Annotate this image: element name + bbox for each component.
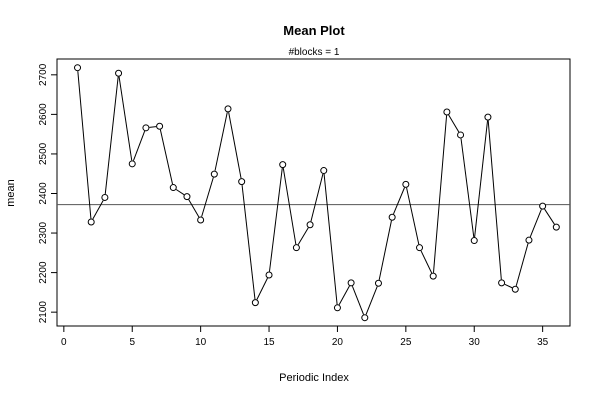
series-segment: [515, 243, 529, 286]
data-point: [142, 124, 150, 132]
series-segment: [175, 189, 185, 196]
x-tick-label: 15: [263, 337, 275, 348]
series-segment: [133, 130, 146, 161]
y-tick-label: 2300: [38, 221, 49, 244]
y-axis-label: mean: [5, 179, 17, 207]
data-point: [265, 271, 273, 279]
chart-subtitle: #blocks = 1: [289, 47, 340, 58]
series-segment: [323, 173, 338, 305]
data-point: [374, 279, 382, 287]
data-point: [183, 193, 191, 201]
series-segment: [487, 120, 502, 280]
series-segment: [474, 120, 489, 238]
x-tick-label: 10: [195, 337, 207, 348]
y-tick-label: 2400: [38, 182, 49, 205]
series-segment: [282, 167, 297, 245]
data-point: [429, 272, 437, 280]
series-segment: [504, 283, 513, 289]
series-segment: [297, 227, 309, 245]
data-point: [238, 178, 246, 186]
x-tick-label: 35: [537, 337, 549, 348]
series-segment: [256, 277, 268, 300]
series-segment: [201, 177, 214, 217]
series-segment: [77, 71, 92, 219]
series-segment: [92, 200, 104, 220]
x-axis: 0 5 10 15 20 25 30 35: [61, 325, 549, 348]
series-segment: [188, 199, 200, 218]
series-segment: [406, 187, 420, 245]
series-segment: [214, 112, 228, 171]
series-segment: [460, 138, 475, 238]
series-segment: [241, 185, 256, 300]
data-point: [539, 202, 547, 210]
data-point: [402, 180, 410, 188]
x-tick-label: 0: [61, 337, 67, 348]
series-segment: [268, 168, 283, 272]
x-tick-label: 25: [400, 337, 412, 348]
y-axis: 2100 2200 2300 2400 2500 2600 2700: [38, 63, 58, 324]
series-segment: [544, 208, 555, 225]
data-point: [197, 216, 205, 224]
data-point: [457, 131, 465, 139]
data-point: [416, 244, 424, 252]
data-point: [443, 108, 451, 116]
series-segment: [338, 285, 350, 305]
chart-title: Mean Plot: [283, 23, 345, 38]
data-point: [525, 236, 533, 244]
data-point: [279, 161, 287, 169]
data-point: [470, 237, 478, 245]
data-point: [74, 64, 82, 72]
series-segment: [159, 129, 174, 185]
data-point: [511, 285, 519, 293]
y-tick-label: 2600: [38, 103, 49, 126]
y-tick-label: 2700: [38, 63, 49, 86]
x-tick-label: 30: [469, 337, 481, 348]
data-point: [484, 113, 492, 121]
series-segment: [118, 76, 133, 161]
series-segment: [104, 76, 119, 195]
series-segment: [420, 250, 433, 274]
x-tick-label: 5: [129, 337, 135, 348]
series-segment: [228, 112, 242, 179]
data-point: [388, 213, 396, 221]
y-tick-label: 2500: [38, 142, 49, 165]
data-point: [156, 122, 164, 130]
data-point: [251, 299, 259, 307]
data-point: [361, 314, 369, 322]
data-point: [87, 218, 95, 226]
series-points: [74, 64, 560, 322]
data-point: [169, 184, 177, 192]
data-point: [320, 167, 328, 175]
data-point: [115, 69, 123, 77]
data-point: [101, 193, 109, 201]
series-segment: [529, 209, 542, 238]
y-tick-label: 2100: [38, 301, 49, 324]
data-point: [498, 279, 506, 287]
data-point: [552, 223, 560, 231]
data-point: [224, 105, 232, 113]
x-tick-label: 20: [332, 337, 344, 348]
y-tick-label: 2200: [38, 261, 49, 284]
series-segment: [149, 126, 157, 128]
series-segment: [310, 173, 324, 222]
data-point: [128, 160, 136, 168]
x-axis-label: Periodic Index: [279, 372, 349, 384]
series-segment: [448, 114, 460, 133]
data-point: [347, 279, 355, 287]
data-point: [306, 221, 314, 229]
series-line: [77, 71, 555, 315]
series-segment: [393, 187, 405, 215]
data-point: [333, 304, 341, 312]
data-point: [210, 170, 218, 178]
series-segment: [351, 285, 364, 315]
series-segment: [432, 115, 448, 273]
series-segment: [378, 220, 392, 280]
plot-frame: [56, 58, 571, 327]
series-segment: [365, 286, 378, 315]
data-point: [292, 244, 300, 252]
